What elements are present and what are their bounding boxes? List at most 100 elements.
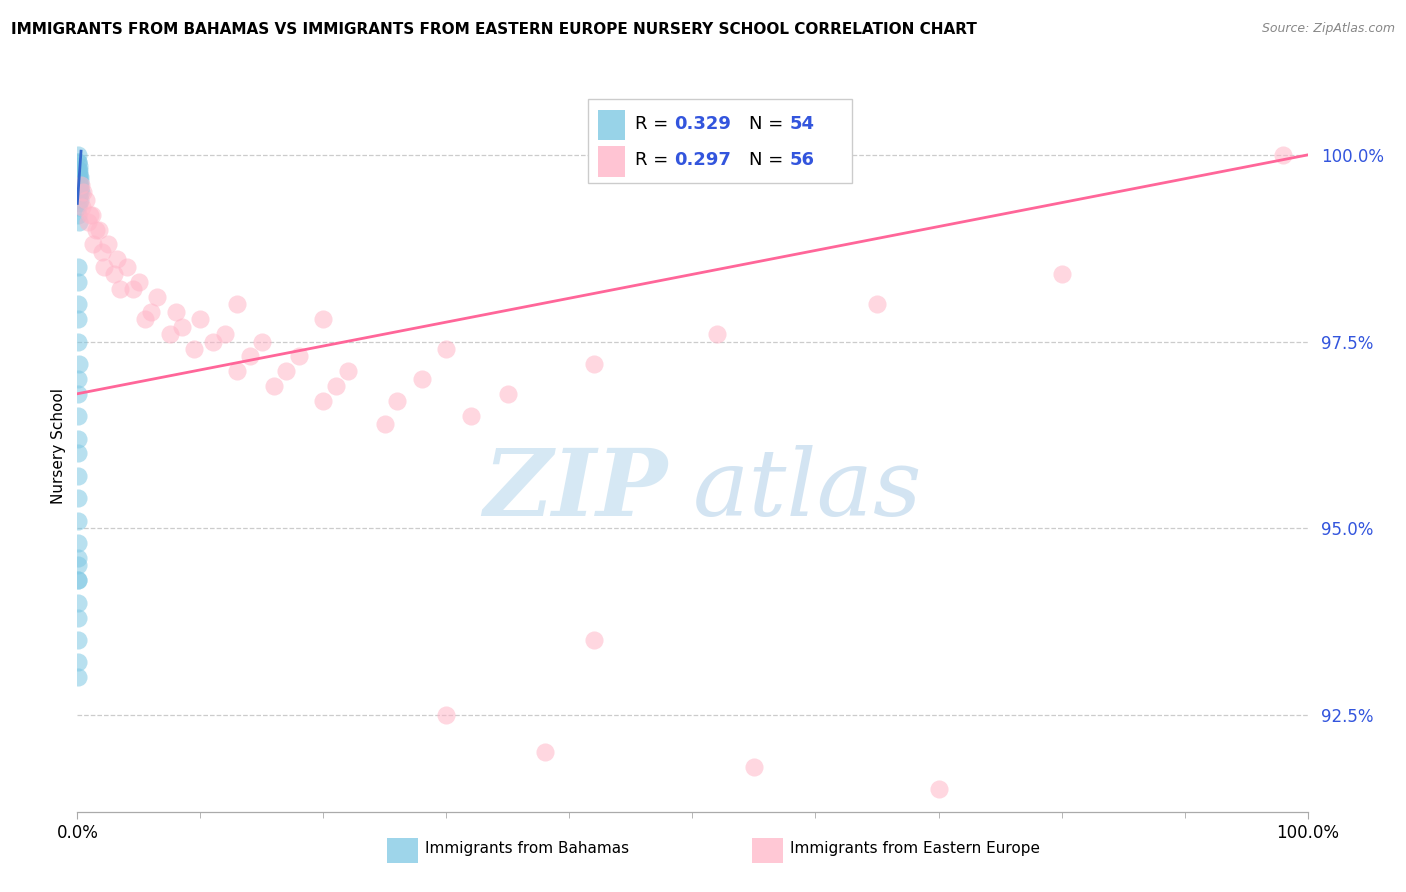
Point [69,178,91,192]
Point [460,409,482,424]
Text: ZIP: ZIP [484,445,668,535]
Point [67,670,90,684]
Point [75,193,97,207]
Point [67,215,90,229]
Point [67,386,90,401]
Point [67,170,90,185]
Point [706,326,728,341]
Point [66,162,89,177]
Point [214,326,236,341]
Point [67,275,90,289]
Point [67,574,90,588]
Point [67,186,90,200]
Point [93,260,115,274]
Point [66,148,89,162]
Point [250,334,273,349]
Point [67,536,90,550]
Point [67,558,90,573]
Point [141,304,163,318]
Point [496,386,519,401]
Point [66,633,89,648]
Point [103,268,125,282]
Point [66,551,89,566]
Text: 0.297: 0.297 [673,152,731,169]
Point [263,379,285,393]
Text: 54: 54 [790,115,814,133]
Point [67,181,90,195]
Point [312,312,335,326]
Point [66,178,89,192]
Point [534,745,557,759]
Point [928,782,950,797]
Point [411,372,433,386]
Text: Immigrants from Bahamas: Immigrants from Bahamas [425,841,628,856]
Point [67,334,90,349]
Point [159,326,181,341]
Point [67,159,90,173]
Point [67,162,90,177]
Point [67,162,90,177]
Text: Source: ZipAtlas.com: Source: ZipAtlas.com [1261,22,1395,36]
Point [325,379,347,393]
Point [66,170,89,185]
Point [105,252,128,267]
Point [226,364,249,378]
Point [66,155,89,169]
Point [165,304,187,318]
Point [128,275,150,289]
FancyBboxPatch shape [598,110,624,140]
Point [201,334,224,349]
Point [1050,268,1073,282]
Text: 56: 56 [790,152,814,169]
Point [67,186,90,200]
Point [188,312,212,326]
Point [69,170,91,185]
Point [67,167,90,181]
Point [436,342,458,356]
Point [67,409,90,424]
Point [66,446,89,460]
Text: N =: N = [749,115,789,133]
Point [276,364,298,378]
Point [583,633,606,648]
Point [742,760,765,774]
Point [67,200,90,214]
Text: N =: N = [749,152,789,169]
Point [583,357,606,371]
Y-axis label: Nursery School: Nursery School [51,388,66,504]
Point [226,297,249,311]
Text: Immigrants from Eastern Europe: Immigrants from Eastern Europe [790,841,1040,856]
Point [1272,148,1295,162]
Text: R =: R = [634,152,673,169]
Point [89,222,111,236]
Text: 0.329: 0.329 [673,115,731,133]
Point [183,342,205,356]
Point [77,215,100,229]
Point [69,193,91,207]
Point [70,178,93,192]
Point [115,260,138,274]
Point [66,432,89,446]
Point [436,707,458,722]
Point [374,417,396,431]
Point [67,468,90,483]
Point [69,174,91,188]
Point [67,155,90,169]
Point [67,178,90,192]
Point [82,237,104,252]
Point [69,181,91,195]
Point [97,237,120,252]
Point [312,394,335,409]
Text: IMMIGRANTS FROM BAHAMAS VS IMMIGRANTS FROM EASTERN EUROPE NURSERY SCHOOL CORRELA: IMMIGRANTS FROM BAHAMAS VS IMMIGRANTS FR… [11,22,977,37]
Point [66,574,89,588]
Point [385,394,409,409]
Point [66,372,89,386]
Point [67,189,90,203]
Text: R =: R = [634,115,673,133]
Point [67,491,90,506]
Point [67,178,90,192]
Point [288,350,311,364]
Point [67,186,90,200]
Point [146,290,169,304]
Text: atlas: atlas [693,445,922,535]
